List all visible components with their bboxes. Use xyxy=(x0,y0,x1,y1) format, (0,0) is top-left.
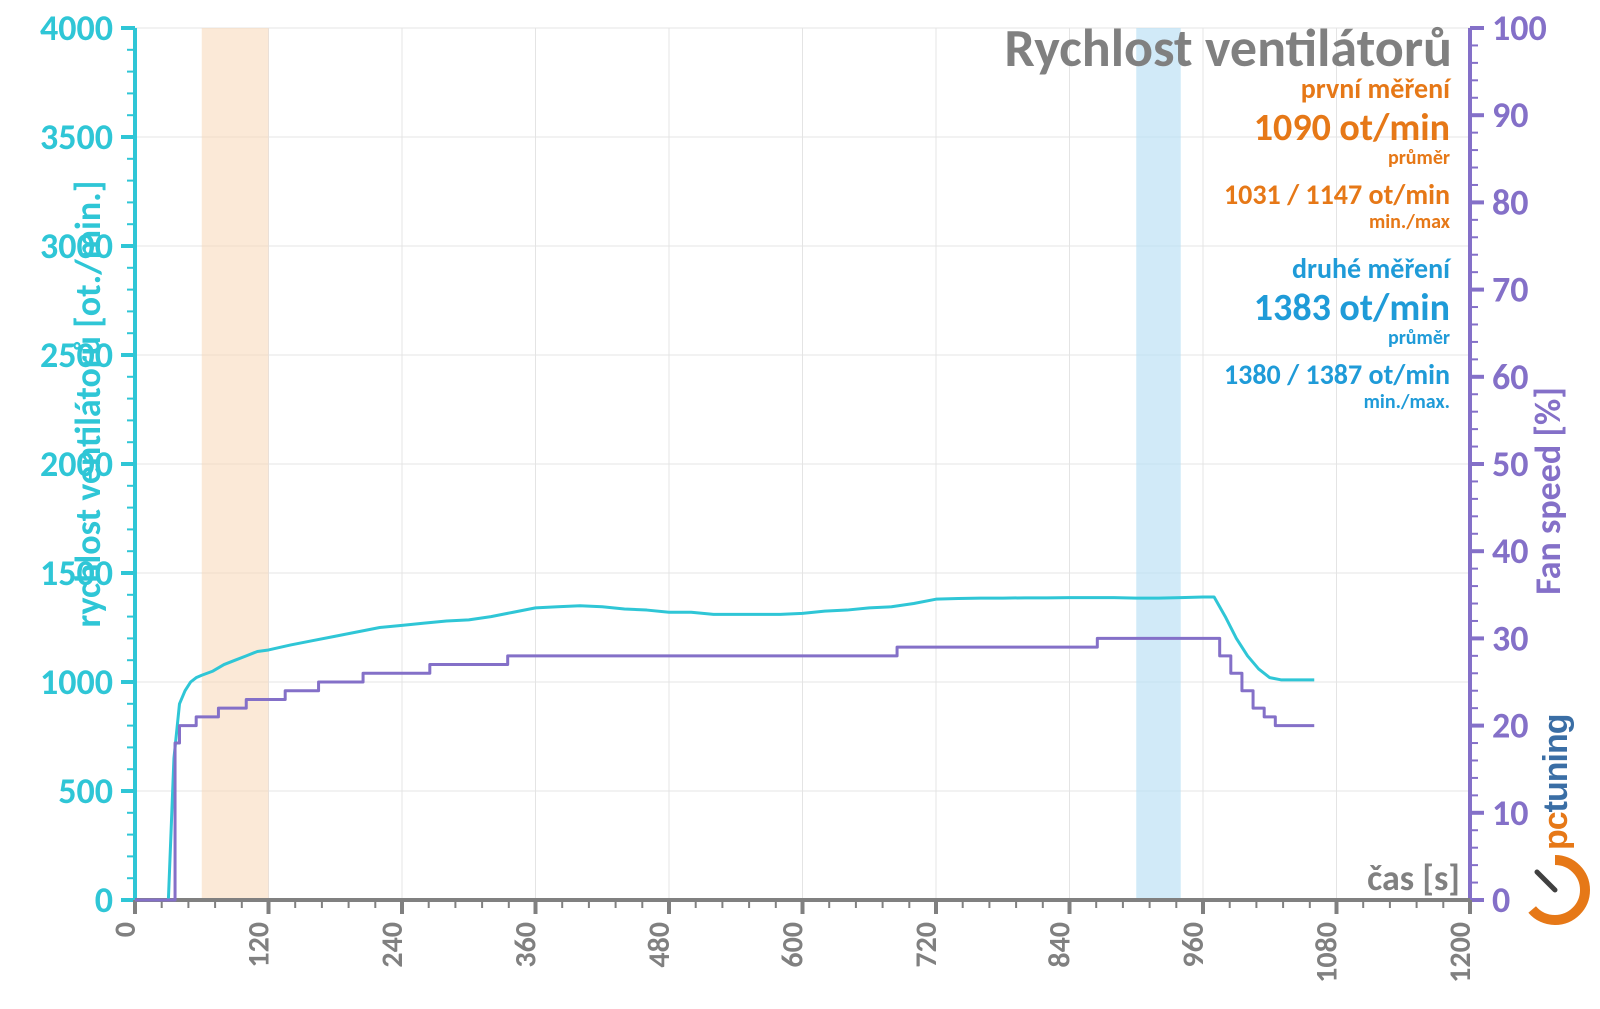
y-right-tick-label: 20 xyxy=(1492,704,1529,748)
y-right-tick-label: 40 xyxy=(1492,529,1529,573)
anno1-avg-label: průměr xyxy=(1388,146,1450,170)
x-tick-label: 1080 xyxy=(1309,922,1346,983)
chart-svg: 0500100015002000250030003500400001020304… xyxy=(0,0,1600,1009)
x-label: čas [s] xyxy=(1367,856,1460,900)
anno2-avg-label: průměr xyxy=(1388,326,1450,350)
anno1-avg: 1090 ot/min xyxy=(1254,105,1450,151)
second-measure-band xyxy=(1136,28,1181,900)
anno1-minmax-label: min./max xyxy=(1369,210,1451,234)
y-right-tick-label: 60 xyxy=(1492,355,1529,399)
x-tick-label: 120 xyxy=(241,922,278,968)
chart-container: 0500100015002000250030003500400001020304… xyxy=(0,0,1600,1009)
y-left-tick-label: 4000 xyxy=(40,6,113,50)
y-left-tick-label: 500 xyxy=(58,769,113,813)
first-measure-band xyxy=(202,28,269,900)
y-left-tick-label: 1000 xyxy=(40,660,113,704)
anno2-minmax-label: min./max. xyxy=(1364,390,1450,414)
x-tick-label: 720 xyxy=(908,922,945,968)
anno1-heading: první měření xyxy=(1301,71,1452,106)
x-tick-label: 960 xyxy=(1175,922,1212,968)
y-left-label: rychlost ventilátorů [ot./min.] xyxy=(66,181,110,628)
y-right-tick-label: 100 xyxy=(1492,6,1547,50)
anno2-heading: druhé měření xyxy=(1292,251,1452,286)
y-right-tick-label: 0 xyxy=(1492,878,1510,922)
x-tick-label: 840 xyxy=(1042,922,1079,968)
y-left-tick-label: 3500 xyxy=(40,115,113,159)
y-right-tick-label: 70 xyxy=(1492,268,1529,312)
y-right-tick-label: 50 xyxy=(1492,442,1529,486)
y-right-label: Fan speed [%] xyxy=(1526,387,1570,595)
y-right-tick-label: 10 xyxy=(1492,791,1529,835)
anno2-avg: 1383 ot/min xyxy=(1254,285,1450,331)
x-tick-label: 0 xyxy=(107,922,144,937)
x-tick-label: 480 xyxy=(641,922,678,968)
y-left-tick-label: 0 xyxy=(95,878,113,922)
anno1-minmax: 1031 / 1147 ot/min xyxy=(1224,177,1450,212)
anno2-minmax: 1380 / 1387 ot/min xyxy=(1224,357,1450,392)
y-right-tick-label: 90 xyxy=(1492,93,1529,137)
x-tick-label: 600 xyxy=(775,922,812,968)
watermark-text: pctuning xyxy=(1537,714,1575,850)
y-right-tick-label: 80 xyxy=(1492,180,1529,224)
x-tick-label: 360 xyxy=(508,922,545,968)
x-tick-label: 240 xyxy=(374,922,411,968)
x-tick-label: 1200 xyxy=(1442,922,1479,983)
y-right-tick-label: 30 xyxy=(1492,616,1529,660)
